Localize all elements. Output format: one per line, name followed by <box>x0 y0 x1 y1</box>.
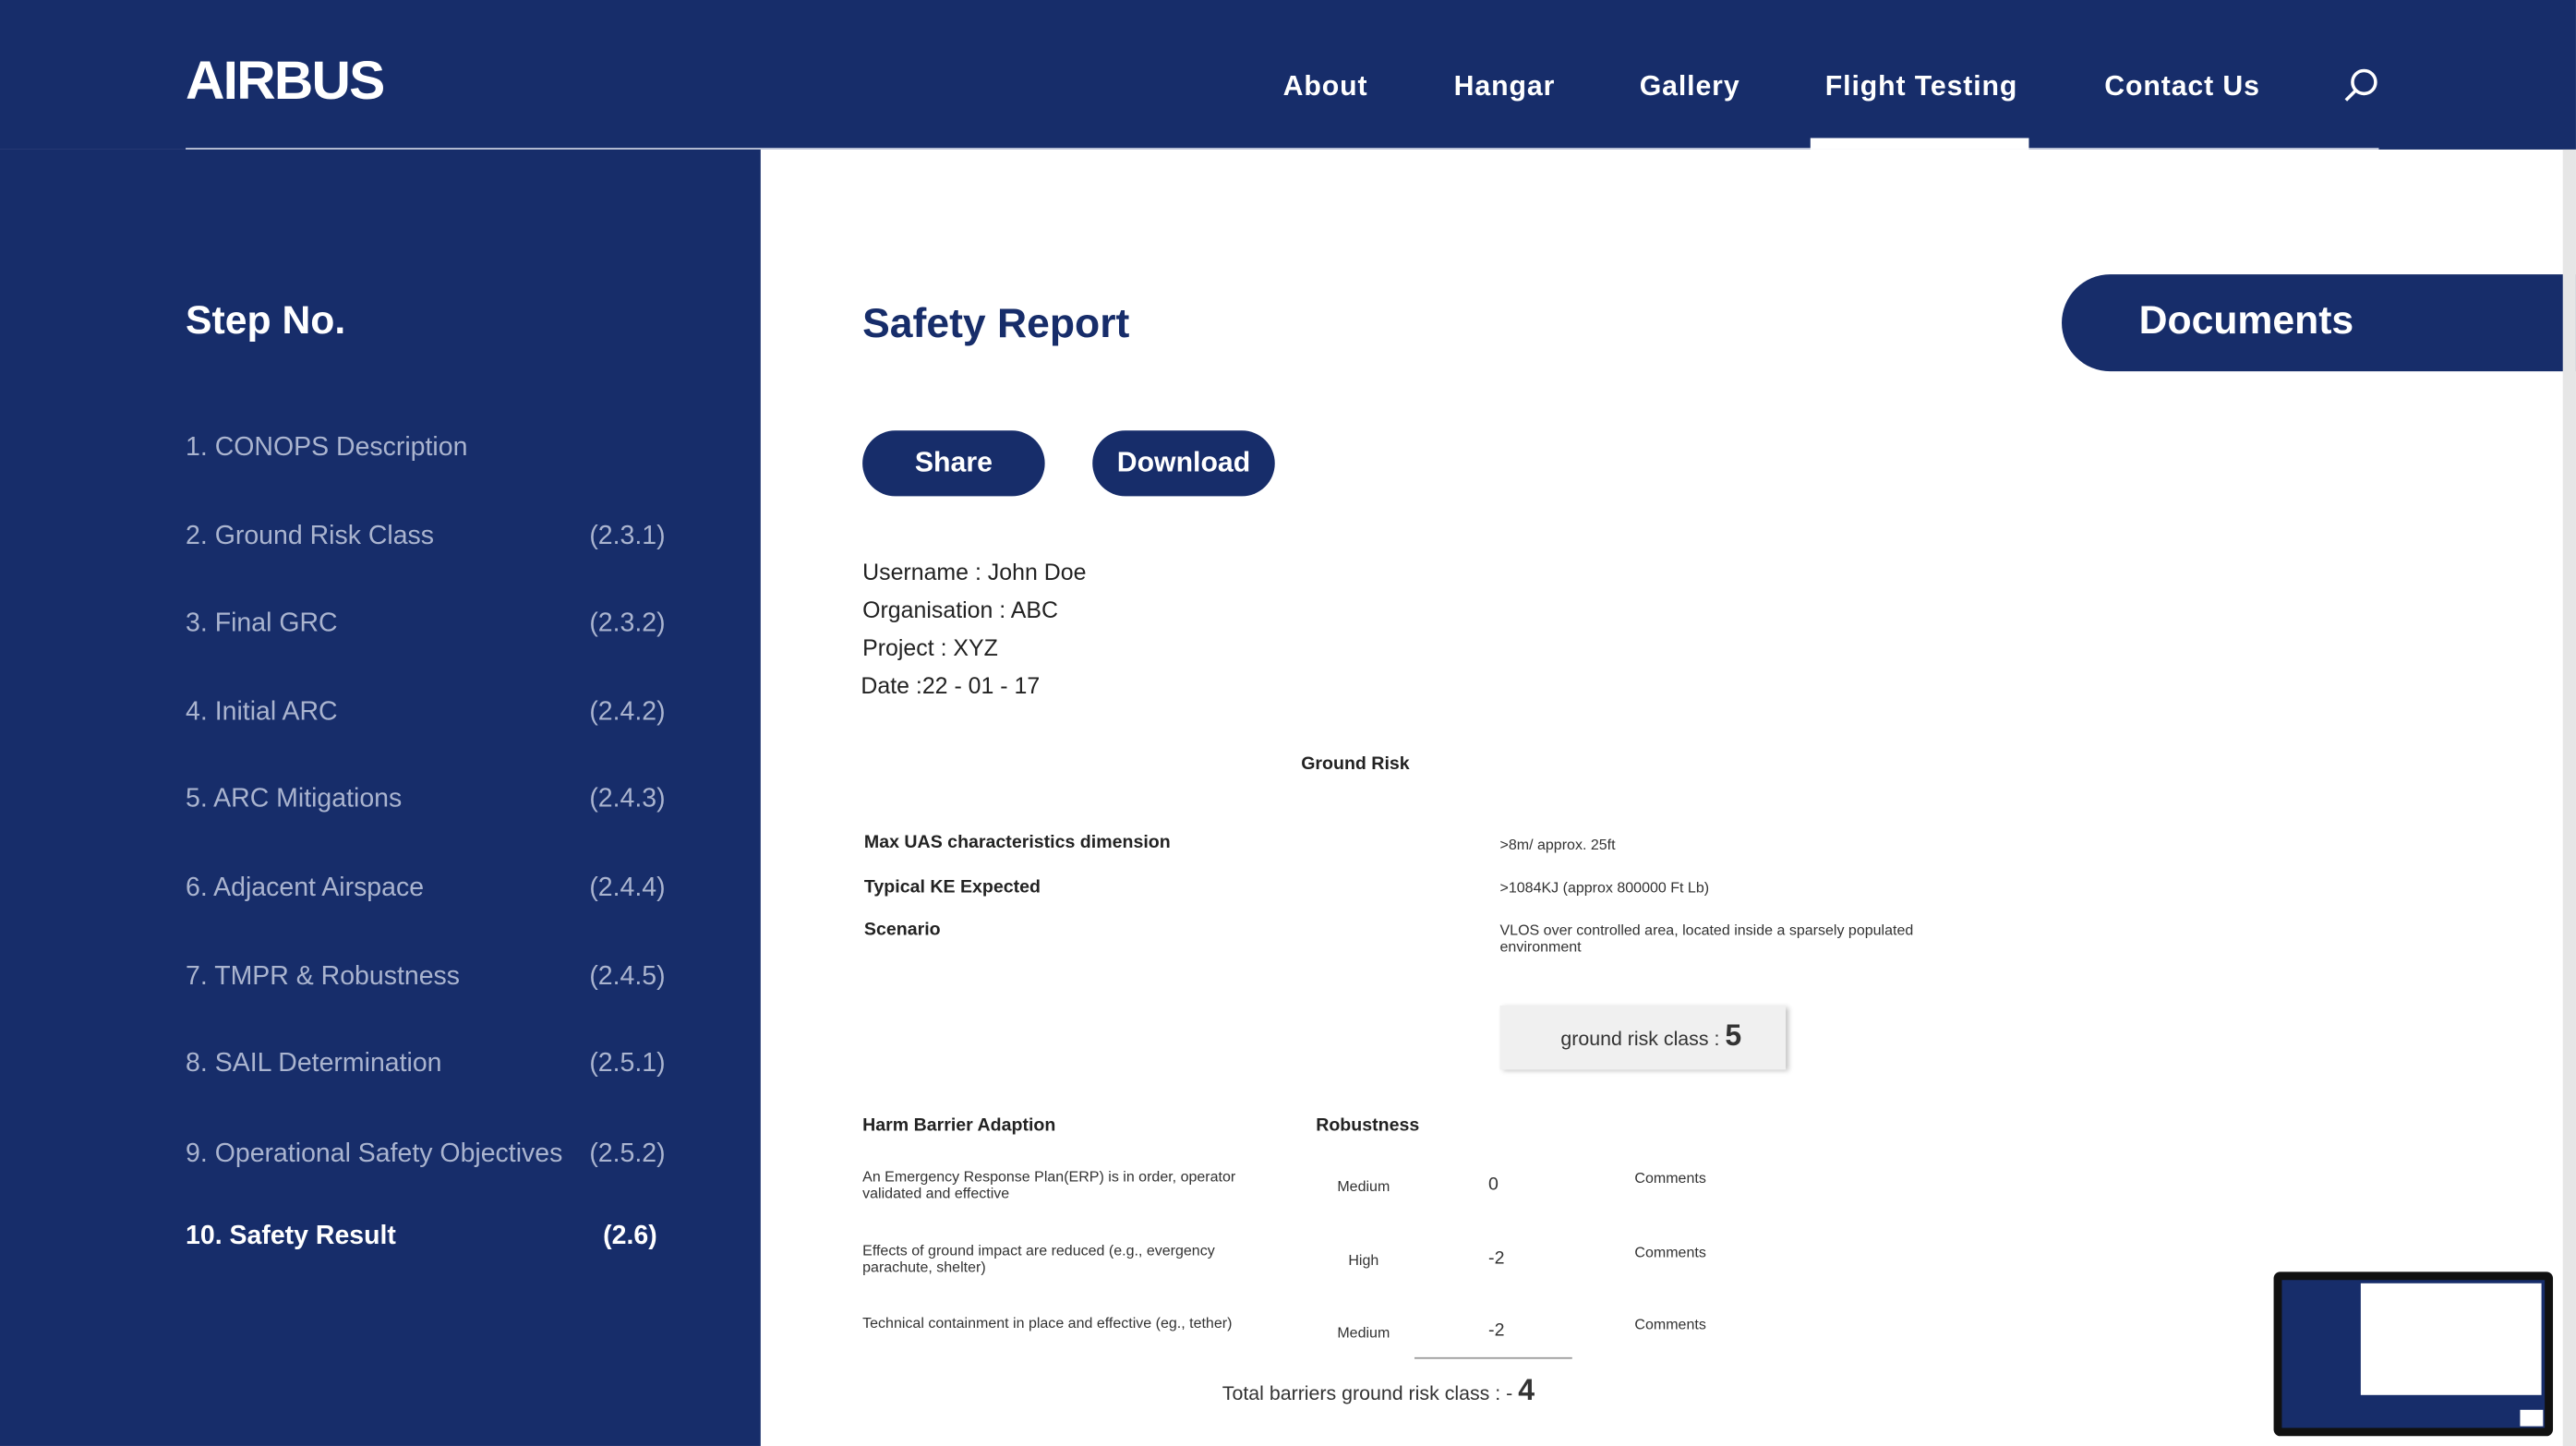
step-code: (2.4.3) <box>589 786 666 814</box>
step-label[interactable]: 6. Adjacent Airspace <box>186 874 425 902</box>
row-label: Typical KE Expected <box>863 877 1041 898</box>
step-label[interactable]: 5. ARC Mitigations <box>186 786 403 814</box>
robustness: High <box>1348 1251 1379 1269</box>
robustness: Medium <box>1337 1324 1390 1342</box>
active-indicator <box>1810 138 2029 150</box>
comments-link: Comments <box>1634 1244 1706 1260</box>
barrier-desc: Technical containment in place and effec… <box>862 1314 1233 1332</box>
robustness: Medium <box>1337 1177 1390 1195</box>
row-value: >8m/ approx. 25ft <box>1499 836 1616 853</box>
header <box>0 0 2576 150</box>
row-label: Scenario <box>863 920 941 940</box>
report-title: Safety Report <box>862 300 1130 347</box>
step-code: (2.6) <box>603 1223 657 1251</box>
column-header: Harm Barrier Adaption <box>862 1115 1056 1136</box>
step-code: (2.4.2) <box>589 697 666 727</box>
step-label[interactable]: 3. Final GRC <box>186 609 338 638</box>
download-button[interactable]: Download <box>1092 430 1275 497</box>
ground-risk-box <box>1499 1006 1787 1070</box>
step-label[interactable]: 9. Operational Safety Objectives <box>186 1139 563 1168</box>
thumbnail[interactable] <box>2273 1271 2554 1437</box>
step-code: (2.3.1) <box>589 522 666 550</box>
nav-link[interactable]: Flight Testing <box>1824 70 2018 102</box>
row-value: >1084KJ (approx 800000 Ft Lb) <box>1499 879 1710 896</box>
info-line: Organisation : ABC <box>862 596 1058 623</box>
step-label[interactable]: 7. TMPR & Robustness <box>186 962 461 991</box>
step-label[interactable]: 2. Ground Risk Class <box>186 522 435 550</box>
search-icon[interactable] <box>2341 66 2381 105</box>
nav-link[interactable]: About <box>1282 70 1368 102</box>
nav-link[interactable]: Hangar <box>1453 70 1556 102</box>
total: Total barriers ground risk class : - 4 <box>1222 1374 1535 1408</box>
class-value: 5 <box>1725 1018 1742 1052</box>
header-rule <box>186 148 2379 150</box>
logo[interactable]: AIRBUS <box>186 49 385 111</box>
barrier-desc: Effects of ground impact are reduced (e.… <box>862 1242 1215 1275</box>
barrier-score: -2 <box>1488 1320 1505 1342</box>
step-code: (2.3.2) <box>589 609 666 638</box>
sidebar-title: Step No. <box>186 298 346 343</box>
nav-link[interactable]: Gallery <box>1639 70 1740 102</box>
nav-link[interactable]: Contact Us <box>2104 70 2260 102</box>
ground-risk-class: ground risk class : 5 <box>1560 1018 1741 1053</box>
step-code: (2.5.1) <box>589 1050 666 1078</box>
barrier-score: 0 <box>1488 1175 1499 1195</box>
row-value: VLOS over controlled area, located insid… <box>1499 922 1914 955</box>
step-code: (2.4.5) <box>589 962 666 991</box>
section-title: Ground Risk <box>1301 753 1410 775</box>
sidebar <box>0 149 761 1446</box>
comments-link: Comments <box>1634 1170 1706 1187</box>
class-label: ground risk class : <box>1560 1027 1720 1051</box>
share-button[interactable]: Share <box>862 430 1045 497</box>
info-line: Username : John Doe <box>862 559 1087 585</box>
info-line: Project : XYZ <box>862 633 998 661</box>
documents-button[interactable]: Documents <box>2062 274 2576 372</box>
thumb-content <box>2360 1283 2542 1395</box>
total-label: Total barriers ground risk class : - <box>1222 1381 1513 1405</box>
info-line: Date :22 - 01 - 17 <box>861 671 1041 699</box>
step-code: (2.5.2) <box>589 1139 666 1168</box>
step-code: (2.4.4) <box>589 874 666 902</box>
total-rule <box>1414 1356 1572 1359</box>
total-value: 4 <box>1518 1373 1535 1407</box>
row-label: Max UAS characteristics dimension <box>863 833 1171 853</box>
thumb-corner <box>2520 1409 2544 1427</box>
column-header: Robustness <box>1316 1115 1420 1136</box>
step-label[interactable]: 4. Initial ARC <box>186 697 338 727</box>
scrollbar[interactable] <box>2562 149 2576 1446</box>
comments-link: Comments <box>1634 1316 1706 1333</box>
step-label[interactable]: 1. CONOPS Description <box>186 433 468 463</box>
barrier-score: -2 <box>1488 1248 1505 1269</box>
step-label[interactable]: 10. Safety Result <box>186 1223 396 1251</box>
barrier-desc: An Emergency Response Plan(ERP) is in or… <box>862 1168 1236 1201</box>
step-label[interactable]: 8. SAIL Determination <box>186 1050 442 1078</box>
